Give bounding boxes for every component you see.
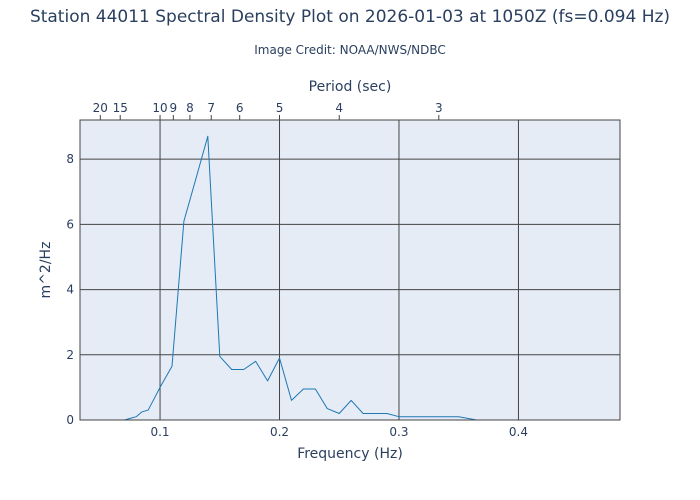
- chart-title: Station 44011 Spectral Density Plot on 2…: [30, 7, 670, 27]
- period-tick-label: 4: [335, 101, 343, 115]
- series-layer: [80, 135, 620, 421]
- y-tick-label: 8: [66, 152, 74, 166]
- x-tick-label: 0.4: [509, 425, 528, 439]
- period-axis-ticks: 20 15 10 9 8 7 6 5 4 3: [93, 101, 443, 120]
- period-tick-label: 20: [93, 101, 108, 115]
- y-axis-title: m^2/Hz: [38, 242, 54, 299]
- x-tick-label: 0.3: [389, 425, 408, 439]
- y-axis-ticks: 0 2 4 6 8: [66, 152, 74, 427]
- period-tick-label: 15: [113, 101, 128, 115]
- chart-subtitle: Image Credit: NOAA/NWS/NDBC: [254, 43, 445, 57]
- x-axis-title: Frequency (Hz): [297, 446, 403, 462]
- series-line: [80, 135, 620, 421]
- period-tick-label: 6: [236, 101, 244, 115]
- plot-frame: [79, 119, 621, 421]
- y-tick-label: 4: [66, 283, 74, 297]
- x-tick-label: 0.1: [150, 425, 169, 439]
- period-tick-label: 10: [152, 101, 167, 115]
- top-axis-title: Period (sec): [309, 79, 392, 95]
- plot-area: [80, 120, 620, 420]
- y-tick-label: 0: [66, 413, 74, 427]
- y-tick-label: 6: [66, 217, 74, 231]
- period-tick-label: 8: [186, 101, 194, 115]
- y-tick-label: 2: [66, 348, 74, 362]
- period-tick-label: 3: [435, 101, 443, 115]
- period-tick-label: 9: [169, 101, 177, 115]
- x-tick-label: 0.2: [270, 425, 289, 439]
- period-tick-label: 5: [276, 101, 284, 115]
- x-axis-ticks: 0.1 0.2 0.3 0.4: [150, 425, 528, 439]
- period-tick-label: 7: [207, 101, 215, 115]
